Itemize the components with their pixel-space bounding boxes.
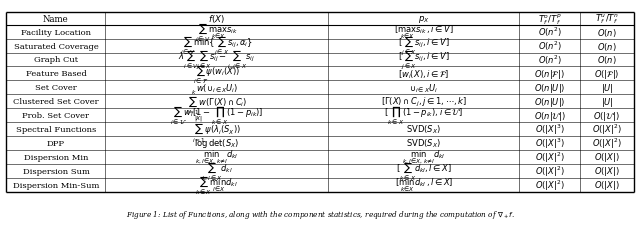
Text: $[\Gamma(X)\cap C_j, j\in 1,\cdots,k]$: $[\Gamma(X)\cap C_j, j\in 1,\cdots,k]$	[381, 95, 467, 108]
Text: $\cup_{i\in X} U_i$: $\cup_{i\in X} U_i$	[409, 82, 438, 94]
Text: $O(|X|^2)$: $O(|X|^2)$	[535, 150, 564, 164]
Text: $\sum_{i\in V}\max_{k\in X} s_{ik}$: $\sum_{i\in V}\max_{k\in X} s_{ik}$	[195, 21, 238, 44]
Text: Feature Based: Feature Based	[26, 70, 86, 78]
Text: Graph Cut: Graph Cut	[34, 56, 78, 64]
Text: Facility Location: Facility Location	[21, 29, 91, 37]
Text: $O(|\mathcal{F}|)$: $O(|\mathcal{F}|)$	[594, 68, 620, 81]
Text: $[\max_{k\in X} s_{ik}, i\in V]$: $[\max_{k\in X} s_{ik}, i\in V]$	[394, 24, 454, 41]
Text: $O(n|U|)$: $O(n|U|)$	[534, 81, 566, 94]
Text: $O(n|\mathcal{U}|)$: $O(n|\mathcal{U}|)$	[534, 109, 566, 122]
Text: $[\sum_{k\in X} d_{kl}, l\in X]$: $[\sum_{k\in X} d_{kl}, l\in X]$	[396, 160, 452, 182]
Text: $\mathrm{SVD}(S_X)$: $\mathrm{SVD}(S_X)$	[406, 137, 441, 150]
Text: $[\sum_{j\in X} s_{ij}, i\in V]$: $[\sum_{j\in X} s_{ij}, i\in V]$	[398, 49, 450, 72]
Text: Clustered Set Cover: Clustered Set Cover	[13, 98, 99, 106]
Text: $\sum_{k,l\in X} d_{kl}$: $\sum_{k,l\in X} d_{kl}$	[201, 160, 233, 182]
Text: $O(|X|^3)$: $O(|X|^3)$	[535, 122, 564, 137]
Text: $O(|X|^3)$: $O(|X|^3)$	[535, 136, 564, 151]
Text: $O(n|U|)$: $O(n|U|)$	[534, 95, 566, 108]
Text: Saturated Coverage: Saturated Coverage	[13, 42, 99, 50]
Text: $O(|X|^2)$: $O(|X|^2)$	[535, 178, 564, 192]
Text: $\sum_{i=1}^{|X|}\psi(\lambda_i(S_X))$: $\sum_{i=1}^{|X|}\psi(\lambda_i(S_X))$	[193, 114, 241, 145]
Text: $O(n|\mathcal{F}|)$: $O(n|\mathcal{F}|)$	[534, 68, 565, 81]
Text: Dispersion Min-Sum: Dispersion Min-Sum	[13, 181, 99, 189]
Text: $|U|$: $|U|$	[600, 81, 613, 94]
Text: $[\prod_{k\in X}(1-p_{ik}), i\in\mathcal{U}]$: $[\prod_{k\in X}(1-p_{ik}), i\in\mathcal…	[384, 104, 463, 127]
Text: Set Cover: Set Cover	[35, 84, 77, 92]
Text: $\min_{k,l\in X,\, k\neq l} d_{kl}$: $\min_{k,l\in X,\, k\neq l} d_{kl}$	[402, 149, 445, 166]
Text: $O(n^2)$: $O(n^2)$	[538, 54, 562, 67]
Text: $T_f^u/T_f^n$: $T_f^u/T_f^n$	[595, 12, 619, 26]
Text: $O(n)$: $O(n)$	[597, 54, 617, 66]
Text: Dispersion Min: Dispersion Min	[24, 153, 88, 161]
Text: $\lambda\sum_{i\in V}\sum_{j\in X} s_{ij} - \sum_{i,j\in X} s_{ij}$: $\lambda\sum_{i\in V}\sum_{j\in X} s_{ij…	[179, 49, 255, 72]
Text: Spectral Functions: Spectral Functions	[16, 126, 96, 133]
Text: $O(n)$: $O(n)$	[597, 40, 617, 52]
Text: $O(|X|)$: $O(|X|)$	[594, 151, 620, 164]
Text: $T_f^o/T_f^p$: $T_f^o/T_f^p$	[538, 12, 562, 26]
Text: Name: Name	[43, 15, 69, 24]
Text: $p_X$: $p_X$	[418, 14, 429, 25]
Text: $[w_i(X), i\in\mathcal{F}]$: $[w_i(X), i\in\mathcal{F}]$	[398, 68, 449, 80]
Text: DPP: DPP	[47, 139, 65, 147]
Text: $\min_{k,l\in X,\, k\neq l} d_{kl}$: $\min_{k,l\in X,\, k\neq l} d_{kl}$	[195, 149, 239, 166]
Text: $\sum_{i\in\mathcal{F}}\psi(w_i(X))$: $\sum_{i\in\mathcal{F}}\psi(w_i(X))$	[193, 63, 241, 85]
Text: $O(|X|)$: $O(|X|)$	[594, 178, 620, 191]
Text: $\sum_{i\in V}\min\{\sum_{j\in X} s_{ij}, \alpha_i\}$: $\sum_{i\in V}\min\{\sum_{j\in X} s_{ij}…	[180, 35, 253, 58]
Text: $\log\det(S_X)$: $\log\det(S_X)$	[194, 137, 239, 150]
Text: $O(n^2)$: $O(n^2)$	[538, 40, 562, 53]
Text: $O(|X|)$: $O(|X|)$	[594, 165, 620, 178]
Text: Dispersion Sum: Dispersion Sum	[22, 167, 90, 175]
Text: $O(|X|^2)$: $O(|X|^2)$	[592, 136, 622, 151]
Text: $|U|$: $|U|$	[600, 95, 613, 108]
Text: $O(|X|^2)$: $O(|X|^2)$	[535, 164, 564, 178]
Text: $O(n^2)$: $O(n^2)$	[538, 26, 562, 39]
Text: $\sum_{i=1}^{k} w(\Gamma(X)\cap C_i)$: $\sum_{i=1}^{k} w(\Gamma(X)\cap C_i)$	[186, 87, 248, 116]
Text: $O(|\mathcal{U}|)$: $O(|\mathcal{U}|)$	[593, 109, 620, 122]
Text: $[\min_{k\in X} d_{kl}, l\in X]$: $[\min_{k\in X} d_{kl}, l\in X]$	[395, 176, 453, 194]
Text: Figure 1: List of Functions, along with the component statistics, required durin: Figure 1: List of Functions, along with …	[125, 209, 515, 220]
Text: $\sum_{k\in X}\min_{l\in X} d_{kl}$: $\sum_{k\in X}\min_{l\in X} d_{kl}$	[195, 174, 238, 196]
Text: $[\sum_{j\in X} s_{ij}, i\in V]$: $[\sum_{j\in X} s_{ij}, i\in V]$	[398, 35, 450, 58]
Text: $w(\cup_{i\in X} U_i)$: $w(\cup_{i\in X} U_i)$	[196, 82, 238, 94]
Text: Prob. Set Cover: Prob. Set Cover	[22, 112, 90, 120]
Text: $O(n)$: $O(n)$	[597, 27, 617, 38]
Text: $O(|X|^2)$: $O(|X|^2)$	[592, 122, 622, 137]
Text: $f(X)$: $f(X)$	[209, 13, 225, 25]
Text: $\sum_{i\in\mathcal{U}} w_i[1-\prod_{k\in X}(1-p_{ik})]$: $\sum_{i\in\mathcal{U}} w_i[1-\prod_{k\i…	[170, 104, 264, 127]
Text: $\mathrm{SVD}(S_X)$: $\mathrm{SVD}(S_X)$	[406, 123, 441, 136]
